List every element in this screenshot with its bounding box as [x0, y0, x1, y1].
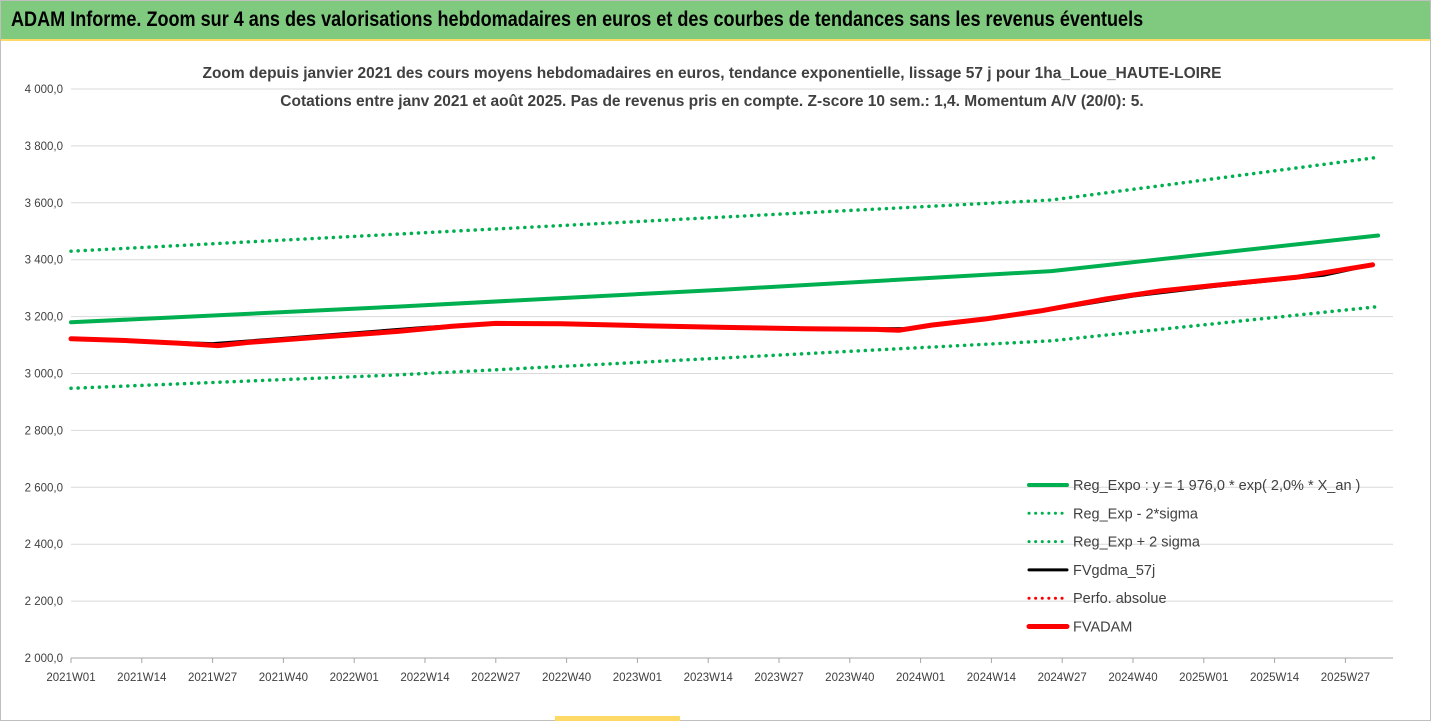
x-tick-label: 2024W01: [896, 672, 945, 684]
gridlines: [71, 88, 1393, 659]
legend: Reg_Expo : y = 1 976,0 * exp( 2,0% * X_a…: [1026, 478, 1360, 636]
x-axis: 2021W01 2021W14 2021W27 2021W40 2022W01 2022W…: [46, 658, 1370, 684]
y-tick-label: 3 200,0: [25, 312, 63, 324]
legend-label: Reg_Expo : y = 1 976,0 * exp( 2,0% * X_a…: [1073, 478, 1360, 494]
y-tick-label: 3 000,0: [25, 369, 63, 381]
x-tick-label: 2022W01: [330, 672, 379, 684]
legend-label: FVgdma_57j: [1073, 563, 1155, 579]
header-bar: ADAM Informe. Zoom sur 4 ans des valoris…: [1, 1, 1430, 41]
x-tick-label: 2024W40: [1108, 672, 1157, 684]
y-axis: 2 000,0 2 200,0 2 400,0 2 600,0 2 800,0 3 000…: [25, 84, 63, 665]
series-line: [69, 263, 1375, 346]
chart-title: Zoom depuis janvier 2021 des cours moyen…: [203, 65, 1222, 110]
x-tick-label: 2024W14: [967, 672, 1017, 684]
series-line: [68, 262, 1376, 349]
y-tick-label: 2 400,0: [25, 539, 63, 551]
y-tick-label: 2 800,0: [25, 425, 63, 437]
x-tick-label: 2023W40: [825, 672, 874, 684]
x-tick-label: 2024W27: [1038, 672, 1087, 684]
chart-title-line-2: Cotations entre janv 2021 et août 2025. …: [280, 93, 1143, 110]
legend-label: FVADAM: [1073, 620, 1132, 636]
x-tick-label: 2025W27: [1321, 672, 1370, 684]
x-tick-label: 2025W14: [1250, 672, 1300, 684]
x-tick-label: 2025W01: [1179, 672, 1228, 684]
y-tick-label: 3 600,0: [25, 198, 63, 210]
legend-label: Perfo. absolue: [1073, 591, 1167, 607]
legend-label: Reg_Exp - 2*sigma: [1073, 506, 1199, 522]
x-tick-label: 2023W01: [613, 672, 662, 684]
x-tick-label: 2022W40: [542, 672, 591, 684]
x-tick-label: 2021W01: [46, 672, 95, 684]
y-tick-label: 4 000,0: [25, 84, 63, 96]
x-tick-label: 2023W27: [754, 672, 803, 684]
x-tick-label: 2021W40: [259, 672, 308, 684]
x-tick-label: 2021W14: [117, 672, 167, 684]
x-tick-label: 2022W14: [400, 672, 450, 684]
x-tick-label: 2022W27: [471, 672, 520, 684]
chart-title-line-1: Zoom depuis janvier 2021 des cours moyen…: [203, 65, 1222, 82]
y-tick-label: 2 000,0: [25, 653, 63, 665]
y-tick-label: 3 400,0: [25, 255, 63, 267]
x-tick-label: 2023W14: [684, 672, 734, 684]
legend-label: Reg_Exp + 2 sigma: [1073, 535, 1201, 551]
bottom-accent: [555, 716, 680, 721]
page-title: ADAM Informe. Zoom sur 4 ans des valoris…: [11, 8, 1144, 31]
x-tick-label: 2021W27: [188, 672, 237, 684]
series-line: [69, 233, 1381, 325]
series-line: [69, 155, 1380, 253]
y-tick-label: 2 600,0: [25, 482, 63, 494]
series-lines: [68, 155, 1381, 391]
y-tick-label: 3 800,0: [25, 141, 63, 153]
y-tick-label: 2 200,0: [25, 596, 63, 608]
series-line: [69, 304, 1380, 391]
